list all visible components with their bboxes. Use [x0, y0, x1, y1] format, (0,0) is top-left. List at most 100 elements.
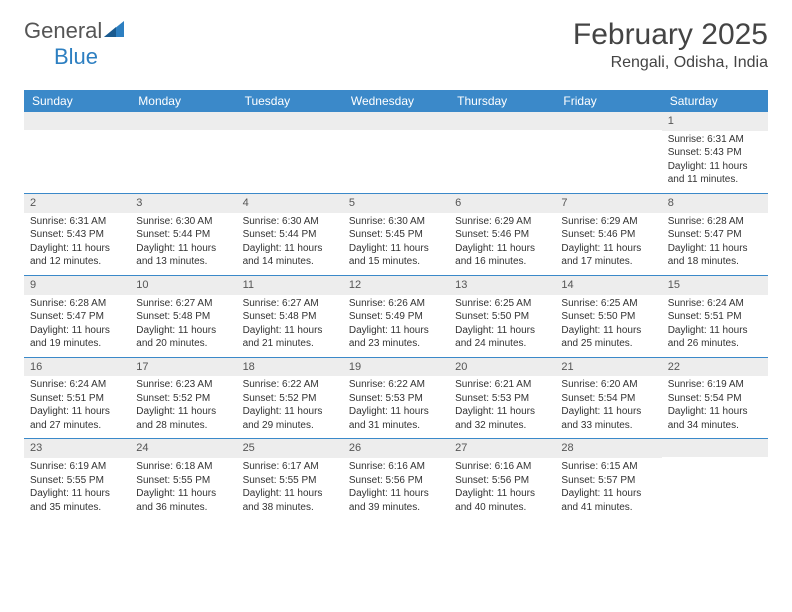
header: General February 2025 Rengali, Odisha, I…	[24, 18, 768, 72]
calendar-cell	[555, 112, 661, 193]
day-number: 28	[555, 439, 661, 458]
day-header-thu: Thursday	[449, 90, 555, 112]
cell-body: Sunrise: 6:27 AMSunset: 5:48 PMDaylight:…	[237, 295, 343, 357]
cell-body: Sunrise: 6:30 AMSunset: 5:44 PMDaylight:…	[237, 213, 343, 275]
calendar-cell: 17Sunrise: 6:23 AMSunset: 5:52 PMDayligh…	[130, 358, 236, 439]
sunrise-text: Sunrise: 6:31 AM	[30, 215, 124, 229]
day-number: 9	[24, 276, 130, 295]
cell-body: Sunrise: 6:23 AMSunset: 5:52 PMDaylight:…	[130, 376, 236, 438]
day-header-fri: Friday	[555, 90, 661, 112]
day-number: 26	[343, 439, 449, 458]
cell-body: Sunrise: 6:19 AMSunset: 5:54 PMDaylight:…	[662, 376, 768, 438]
daylight-text: Daylight: 11 hours and 36 minutes.	[136, 487, 230, 514]
sunrise-text: Sunrise: 6:26 AM	[349, 297, 443, 311]
calendar-cell: 8Sunrise: 6:28 AMSunset: 5:47 PMDaylight…	[662, 194, 768, 275]
day-number	[237, 112, 343, 130]
sunrise-text: Sunrise: 6:16 AM	[349, 460, 443, 474]
day-number: 27	[449, 439, 555, 458]
daylight-text: Daylight: 11 hours and 34 minutes.	[668, 405, 762, 432]
daylight-text: Daylight: 11 hours and 28 minutes.	[136, 405, 230, 432]
calendar-cell: 14Sunrise: 6:25 AMSunset: 5:50 PMDayligh…	[555, 276, 661, 357]
calendar-cell	[237, 112, 343, 193]
calendar-cell: 16Sunrise: 6:24 AMSunset: 5:51 PMDayligh…	[24, 358, 130, 439]
calendar-cell: 21Sunrise: 6:20 AMSunset: 5:54 PMDayligh…	[555, 358, 661, 439]
daylight-text: Daylight: 11 hours and 14 minutes.	[243, 242, 337, 269]
calendar-cell	[130, 112, 236, 193]
calendar: Sunday Monday Tuesday Wednesday Thursday…	[24, 90, 768, 520]
daylight-text: Daylight: 11 hours and 40 minutes.	[455, 487, 549, 514]
sunrise-text: Sunrise: 6:29 AM	[561, 215, 655, 229]
sunset-text: Sunset: 5:51 PM	[668, 310, 762, 324]
location: Rengali, Odisha, India	[573, 54, 768, 72]
sunset-text: Sunset: 5:43 PM	[668, 146, 762, 160]
sunset-text: Sunset: 5:52 PM	[136, 392, 230, 406]
calendar-cell: 26 Sunrise: 6:16 AMSunset: 5:56 PMDayligh…	[343, 439, 449, 520]
day-header-wed: Wednesday	[343, 90, 449, 112]
sunset-text: Sunset: 5:51 PM	[30, 392, 124, 406]
calendar-cell: 19Sunrise: 6:22 AMSunset: 5:53 PMDayligh…	[343, 358, 449, 439]
sunset-text: Sunset: 5:56 PM	[455, 474, 549, 488]
cell-body: Sunrise: 6:24 AMSunset: 5:51 PMDaylight:…	[24, 376, 130, 438]
calendar-cell: 25Sunrise: 6:17 AMSunset: 5:55 PMDayligh…	[237, 439, 343, 520]
day-number: 12	[343, 276, 449, 295]
day-number	[449, 112, 555, 130]
calendar-cell: 20Sunrise: 6:21 AMSunset: 5:53 PMDayligh…	[449, 358, 555, 439]
cell-body: Sunrise: 6:16 AMSunset: 5:56 PMDaylight:…	[449, 458, 555, 520]
cell-body: Sunrise: 6:22 AMSunset: 5:53 PMDaylight:…	[343, 376, 449, 438]
logo-text-b: Blue	[54, 44, 98, 69]
sunrise-text: Sunrise: 6:24 AM	[668, 297, 762, 311]
calendar-cell: 18Sunrise: 6:22 AMSunset: 5:52 PMDayligh…	[237, 358, 343, 439]
day-number: 2	[24, 194, 130, 213]
day-number: 14	[555, 276, 661, 295]
cell-body: Sunrise: 6:24 AMSunset: 5:51 PMDaylight:…	[662, 295, 768, 357]
cell-body: Sunrise: 6:22 AMSunset: 5:52 PMDaylight:…	[237, 376, 343, 438]
daylight-text: Daylight: 11 hours and 29 minutes.	[243, 405, 337, 432]
day-header-row: Sunday Monday Tuesday Wednesday Thursday…	[24, 90, 768, 112]
cell-body: Sunrise: 6:21 AMSunset: 5:53 PMDaylight:…	[449, 376, 555, 438]
sunrise-text: Sunrise: 6:28 AM	[668, 215, 762, 229]
calendar-cell: 28Sunrise: 6:15 AMSunset: 5:57 PMDayligh…	[555, 439, 661, 520]
calendar-cell	[343, 112, 449, 193]
sunset-text: Sunset: 5:54 PM	[668, 392, 762, 406]
daylight-text: Daylight: 11 hours and 20 minutes.	[136, 324, 230, 351]
day-number: 24	[130, 439, 236, 458]
calendar-cell: 10Sunrise: 6:27 AMSunset: 5:48 PMDayligh…	[130, 276, 236, 357]
day-number: 25	[237, 439, 343, 458]
day-number: 5	[343, 194, 449, 213]
daylight-text: Daylight: 11 hours and 24 minutes.	[455, 324, 549, 351]
day-number: 13	[449, 276, 555, 295]
sunset-text: Sunset: 5:47 PM	[668, 228, 762, 242]
weeks-container: 1Sunrise: 6:31 AMSunset: 5:43 PMDaylight…	[24, 112, 768, 520]
sunset-text: Sunset: 5:55 PM	[136, 474, 230, 488]
cell-body: Sunrise: 6:20 AMSunset: 5:54 PMDaylight:…	[555, 376, 661, 438]
sunset-text: Sunset: 5:44 PM	[136, 228, 230, 242]
logo: General	[24, 18, 126, 44]
logo-text-a: General	[24, 18, 102, 44]
daylight-text: Daylight: 11 hours and 39 minutes.	[349, 487, 443, 514]
logo-blue-row: Blue	[28, 44, 98, 70]
sunrise-text: Sunrise: 6:24 AM	[30, 378, 124, 392]
cell-body: Sunrise: 6:27 AMSunset: 5:48 PMDaylight:…	[130, 295, 236, 357]
day-number	[130, 112, 236, 130]
sunrise-text: Sunrise: 6:22 AM	[243, 378, 337, 392]
sunrise-text: Sunrise: 6:31 AM	[668, 133, 762, 147]
calendar-cell	[662, 439, 768, 520]
sunset-text: Sunset: 5:49 PM	[349, 310, 443, 324]
sunset-text: Sunset: 5:56 PM	[349, 474, 443, 488]
sunrise-text: Sunrise: 6:30 AM	[349, 215, 443, 229]
daylight-text: Daylight: 11 hours and 25 minutes.	[561, 324, 655, 351]
sunset-text: Sunset: 5:47 PM	[30, 310, 124, 324]
sunset-text: Sunset: 5:57 PM	[561, 474, 655, 488]
calendar-cell: 11Sunrise: 6:27 AMSunset: 5:48 PMDayligh…	[237, 276, 343, 357]
sunset-text: Sunset: 5:50 PM	[561, 310, 655, 324]
sunrise-text: Sunrise: 6:22 AM	[349, 378, 443, 392]
calendar-cell: 7Sunrise: 6:29 AMSunset: 5:46 PMDaylight…	[555, 194, 661, 275]
day-number: 1	[662, 112, 768, 131]
daylight-text: Daylight: 11 hours and 31 minutes.	[349, 405, 443, 432]
sunrise-text: Sunrise: 6:15 AM	[561, 460, 655, 474]
calendar-cell: 4Sunrise: 6:30 AMSunset: 5:44 PMDaylight…	[237, 194, 343, 275]
calendar-cell	[449, 112, 555, 193]
day-header-sun: Sunday	[24, 90, 130, 112]
daylight-text: Daylight: 11 hours and 16 minutes.	[455, 242, 549, 269]
sunset-text: Sunset: 5:53 PM	[349, 392, 443, 406]
